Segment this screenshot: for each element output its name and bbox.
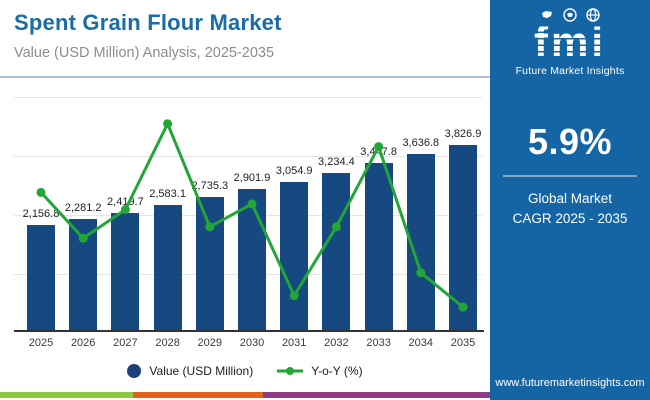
stripe-purple — [263, 392, 490, 398]
x-tick-label: 2029 — [197, 337, 223, 349]
stripe-green — [0, 392, 133, 398]
page-title: Spent Grain Flour Market — [14, 10, 282, 35]
bar-2035 — [449, 145, 477, 330]
value-legend-marker-icon — [127, 364, 142, 378]
stat-label-2: CAGR 2025 - 2035 — [512, 210, 628, 226]
yoy-point-2028 — [163, 119, 173, 129]
gridline — [14, 97, 482, 98]
stat-value: 5.9% — [527, 121, 613, 163]
sidebar: fmi Future Market Insights 5.9% Global M… — [490, 0, 650, 400]
x-tick-label: 2031 — [281, 337, 307, 349]
legend-item-value: Value (USD Million) — [127, 364, 253, 378]
x-tick-label: 2028 — [155, 337, 180, 349]
bar-2026 — [69, 219, 98, 330]
x-axis-baseline — [14, 330, 484, 332]
stripe-orange — [133, 392, 263, 398]
legend-value-label: Value (USD Million) — [149, 364, 254, 378]
x-tick-label: 2034 — [408, 337, 434, 349]
bar-2030 — [238, 189, 266, 330]
stat-label-1: Global Market — [527, 191, 613, 207]
yoy-legend-marker-icon — [277, 367, 304, 375]
bar-2028 — [153, 205, 182, 330]
cagr-stat: 5.9% Global Market CAGR 2025 - 2035 — [490, 121, 650, 228]
yoy-point-2025 — [36, 187, 46, 197]
x-tick-label: 2026 — [70, 337, 96, 349]
legend-yoy-label: Y-o-Y (%) — [311, 364, 363, 378]
logo-tagline: Future Market Insights — [515, 65, 625, 78]
stat-divider — [503, 175, 637, 178]
logo-text: fmi — [533, 18, 606, 65]
bar-value-label: 3,826.9 — [444, 128, 482, 140]
bar-2027 — [111, 213, 140, 330]
legend-item-yoy: Y-o-Y (%) — [277, 364, 363, 378]
x-tick-label: 2027 — [113, 337, 138, 349]
website-url: www.futuremarketinsights.com — [495, 377, 645, 389]
header: Spent Grain Flour Market Value (USD Mill… — [14, 10, 484, 61]
bar-2031 — [280, 182, 309, 330]
header-divider — [0, 76, 490, 78]
map-icon — [541, 11, 552, 18]
x-tick-label: 2032 — [324, 337, 349, 349]
bar-2034 — [406, 154, 435, 330]
plot-area: 2,156.8 2025 2,281.2 2026 2,419.7 2027 2,583.1… — [14, 97, 484, 349]
x-tick-label: 2030 — [239, 337, 265, 349]
bar-2025 — [27, 225, 55, 330]
x-tick-label: 2025 — [28, 337, 54, 349]
bar-2032 — [322, 173, 351, 330]
fmi-logo: fmi Future Market Insights — [516, 8, 625, 77]
page-subtitle: Value (USD Million) Analysis, 2025-2035 — [14, 45, 275, 61]
x-tick-label: 2033 — [366, 337, 391, 349]
chart-section: Spent Grain Flour Market Value (USD Mill… — [0, 10, 490, 378]
bar-2033 — [364, 163, 393, 330]
bar-2029 — [195, 197, 224, 330]
footer-stripe — [0, 392, 490, 398]
legend: Value (USD Million) Y-o-Y (%) — [0, 364, 490, 378]
x-tick-label: 2035 — [450, 337, 476, 349]
